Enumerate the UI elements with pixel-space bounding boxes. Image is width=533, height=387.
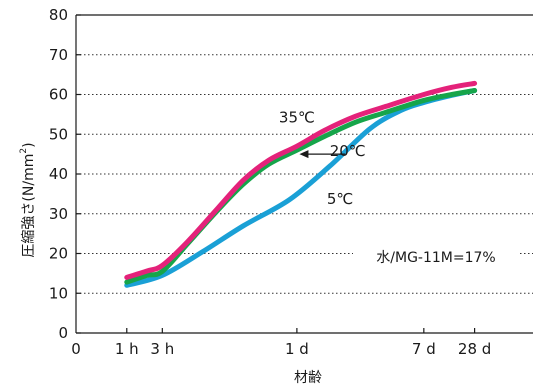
grid-lines (76, 54, 533, 294)
series-lines (124, 80, 478, 288)
x-tick-label-5: 28 d (458, 340, 491, 358)
x-tick-label-1: 1 h (115, 340, 139, 358)
x-tick-label-3: 1 d (285, 340, 309, 358)
y-tick-label-60: 60 (49, 86, 68, 104)
x-tick-label-0: 0 (71, 340, 81, 358)
arrow-head (299, 150, 309, 159)
series-annotations: 35℃ 20℃ 5℃ (279, 108, 366, 207)
x-axis-ticks: 0 1 h 3 h 1 d 7 d 28 d (71, 328, 491, 358)
y-axis-title: 圧縮強さ(N/mm2) (19, 142, 37, 257)
ratio-note: 水/MG-11M=17% (353, 239, 519, 273)
y-tick-label-0: 0 (58, 324, 68, 342)
x-axis-title: 材齢 (294, 370, 322, 386)
annotation-arrow (299, 150, 346, 159)
series-label-1: 20℃ (330, 142, 366, 160)
y-axis-title-sup: 2 (19, 148, 29, 154)
y-axis-ticks: 0 10 20 30 40 50 60 70 80 (49, 6, 81, 342)
y-axis-title-tail: ) (21, 142, 37, 147)
ratio-note-text: 水/MG-11M=17% (376, 250, 495, 266)
y-tick-label-40: 40 (49, 165, 68, 183)
y-tick-label-80: 80 (49, 6, 68, 24)
ratio-note-box (353, 239, 519, 273)
y-tick-label-50: 50 (49, 125, 68, 143)
x-tick-label-2: 3 h (150, 340, 174, 358)
y-tick-label-70: 70 (49, 46, 68, 64)
series-line-2 (124, 80, 478, 280)
y-tick-label-20: 20 (49, 245, 68, 263)
y-tick-label-30: 30 (49, 205, 68, 223)
y-axis-title-main: 圧縮強さ(N/mm (21, 154, 37, 258)
series-label-2: 5℃ (327, 190, 353, 208)
x-tick-label-4: 7 d (412, 340, 436, 358)
series-label-0: 35℃ (279, 108, 315, 126)
series-line-1 (124, 88, 478, 285)
y-tick-label-10: 10 (49, 284, 68, 302)
